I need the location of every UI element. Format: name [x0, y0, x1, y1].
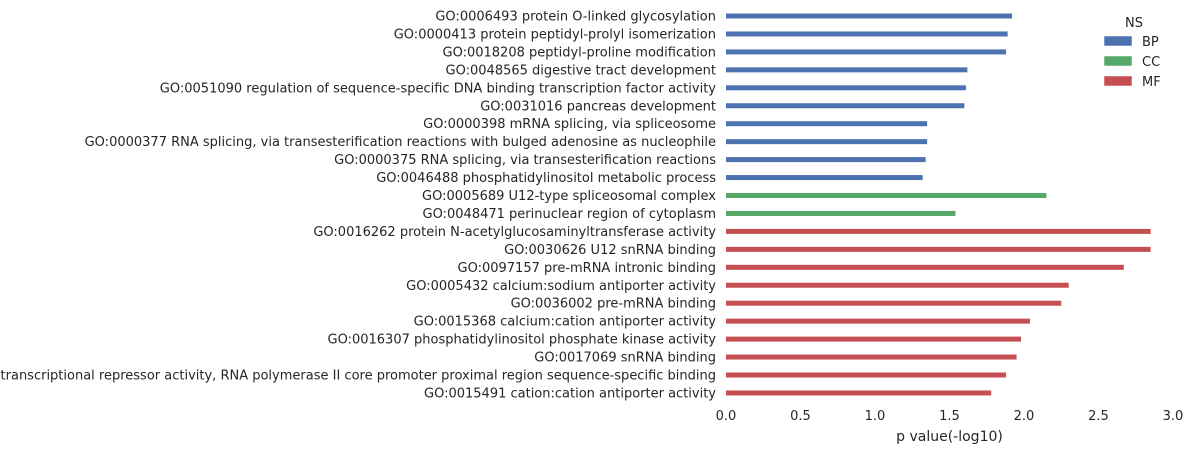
bar-16-mf: [726, 282, 1069, 288]
legend-swatch-cc: [1103, 55, 1133, 67]
x-tick-label: 0.5: [790, 409, 811, 424]
x-axis-ticks: 0.0 0.5 1.0 1.5 2.0 2.5 3.0: [716, 409, 1184, 424]
category-label: GO:0051090 regulation of sequence-specif…: [160, 81, 717, 96]
x-axis-label: p value(-log10): [896, 429, 1003, 445]
x-tick-label: 2.0: [1014, 409, 1035, 424]
bar-4-bp: [726, 67, 968, 73]
legend-items: BP CC MF: [1103, 35, 1161, 90]
bar-8-bp: [726, 139, 928, 145]
category-label: GO:0018208 peptidyl-proline modification: [443, 45, 717, 60]
bar-13-mf: [726, 228, 1151, 234]
x-tick-label: 1.0: [865, 409, 886, 424]
bar-19-mf: [726, 336, 1022, 342]
legend: NS BP CC MF: [1103, 16, 1161, 90]
category-label: GO:0030626 U12 snRNA binding: [504, 243, 716, 258]
bar-14-mf: [726, 246, 1151, 252]
bar-12-cc: [726, 210, 956, 216]
category-label: GO:0005432 calcium:sodium antiporter act…: [406, 279, 716, 294]
bar-2-bp: [726, 31, 1008, 37]
category-label: GO:0015491 cation:cation antiporter acti…: [424, 386, 716, 401]
bar-21-mf: [726, 372, 1007, 378]
legend-label-cc: CC: [1142, 55, 1160, 70]
category-label: GO:0015368 calcium:cation antiporter act…: [414, 315, 717, 330]
x-tick-label: 2.5: [1088, 409, 1109, 424]
category-label: GO:0097157 pre-mRNA intronic binding: [458, 261, 716, 276]
category-label: GO:0000398 mRNA splicing, via spliceosom…: [423, 117, 716, 132]
category-label: GO:0031016 pancreas development: [480, 99, 716, 114]
bar-22-mf: [726, 390, 992, 396]
bar-7-bp: [726, 121, 928, 127]
category-label: GO:0048471 perinuclear region of cytopla…: [423, 207, 716, 222]
legend-title: NS: [1125, 16, 1143, 31]
legend-label-bp: BP: [1142, 35, 1159, 50]
legend-label-mf: MF: [1142, 75, 1161, 90]
legend-swatch-bp: [1103, 35, 1133, 47]
bar-10-bp: [726, 175, 923, 181]
bar-18-mf: [726, 318, 1030, 324]
category-label: GO:0000377 RNA splicing, via transesteri…: [85, 135, 716, 150]
bar-20-mf: [726, 354, 1017, 360]
bar-5-bp: [726, 85, 966, 91]
category-label: GO:0036002 pre-mRNA binding: [511, 297, 716, 312]
category-label: GO:0016262 protein N-acetylglucosaminylt…: [313, 225, 716, 240]
category-label: GO:0000375 RNA splicing, via transesteri…: [334, 153, 716, 168]
legend-swatch-mf: [1103, 75, 1133, 87]
category-label: GO:0001078 transcriptional repressor act…: [0, 369, 716, 384]
bar-9-bp: [726, 157, 926, 163]
category-label: GO:0017069 snRNA binding: [534, 351, 716, 366]
bar-3-bp: [726, 49, 1007, 55]
category-label: GO:0048565 digestive tract development: [446, 63, 716, 78]
category-label: GO:0046488 phosphatidylinositol metaboli…: [376, 171, 716, 186]
x-tick-label: 1.5: [939, 409, 960, 424]
x-tick-label: 0.0: [716, 409, 737, 424]
bar-1-bp: [726, 13, 1013, 19]
category-label: GO:0016307 phosphatidylinositol phosphat…: [328, 333, 717, 348]
category-labels: GO:0006493 protein O-linked glycosylatio…: [0, 10, 716, 402]
bar-6-bp: [726, 103, 965, 109]
category-label: GO:0000413 protein peptidyl-prolyl isome…: [394, 27, 716, 42]
category-label: GO:0005689 U12-type spliceosomal complex: [422, 189, 716, 204]
bar-17-mf: [726, 300, 1062, 306]
bars: [726, 13, 1151, 396]
bar-15-mf: [726, 264, 1124, 270]
bar-11-cc: [726, 193, 1047, 198]
x-tick-label: 3.0: [1163, 409, 1184, 424]
category-label: GO:0006493 protein O-linked glycosylatio…: [435, 10, 716, 25]
